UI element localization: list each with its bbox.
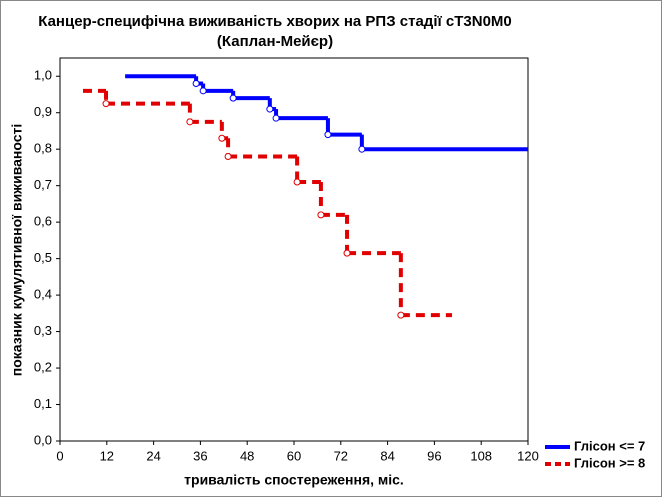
censor-marker [324, 131, 332, 139]
censor-marker [397, 311, 405, 319]
x-axis-label: тривалість спостереження, міс. [184, 472, 404, 488]
x-tick-label: 0 [56, 448, 63, 463]
x-tick-label: 72 [334, 448, 348, 463]
x-tick-label: 84 [380, 448, 394, 463]
censor-marker [224, 152, 232, 160]
chart-subtitle: (Каплан-Мейєр) [217, 33, 333, 50]
y-tick-label: 1,0 [34, 68, 52, 83]
x-tick-label: 36 [193, 448, 207, 463]
y-tick-label: 0,0 [34, 432, 52, 447]
x-tick-label: 24 [146, 448, 160, 463]
censor-marker [272, 114, 280, 122]
y-tick-label: 0,3 [34, 323, 52, 338]
x-tick-label: 120 [517, 448, 539, 463]
legend-text: Глісон >= 8 [574, 455, 645, 470]
y-tick-label: 0,5 [34, 250, 52, 265]
y-axis-label: показник кумулятивної виживаності [9, 124, 25, 377]
chart-title: Канцер-специфічна виживаність хворих на … [38, 13, 512, 30]
x-tick-label: 60 [287, 448, 301, 463]
plot-area [59, 57, 529, 442]
censor-marker [192, 80, 200, 88]
x-tick-label: 48 [240, 448, 254, 463]
y-tick-label: 0,9 [34, 104, 52, 119]
y-tick-label: 0,8 [34, 141, 52, 156]
y-tick-label: 0,2 [34, 359, 52, 374]
censor-marker [358, 145, 366, 153]
y-tick-label: 0,6 [34, 214, 52, 229]
y-tick-label: 0,7 [34, 177, 52, 192]
censor-marker [293, 178, 301, 186]
censor-marker [229, 94, 237, 102]
x-tick-label: 12 [100, 448, 114, 463]
x-tick-label: 108 [470, 448, 492, 463]
y-tick-label: 0,1 [34, 396, 52, 411]
censor-marker [266, 105, 274, 113]
censor-marker [186, 118, 194, 126]
censor-marker [199, 87, 207, 95]
legend-text: Глісон <= 7 [574, 438, 645, 453]
censor-marker [343, 249, 351, 257]
y-tick-label: 0,4 [34, 287, 52, 302]
censor-marker [317, 211, 325, 219]
censor-marker [218, 134, 226, 142]
x-tick-label: 96 [427, 448, 441, 463]
censor-marker [102, 100, 110, 108]
